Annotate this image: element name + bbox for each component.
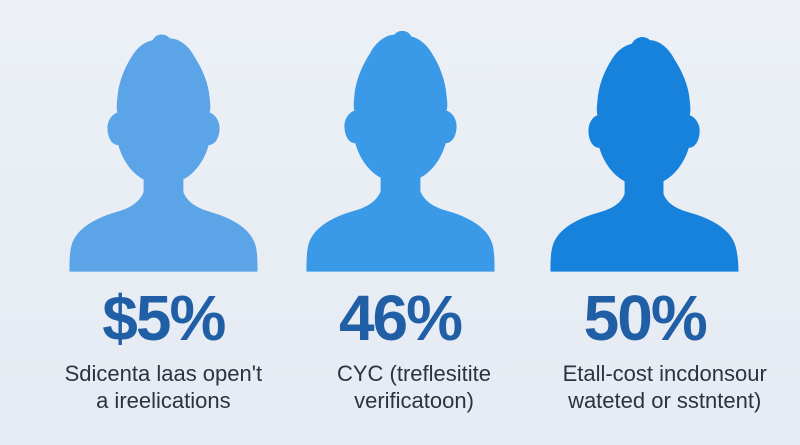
caption-line-1: Etall-cost incdonsour: [562, 361, 767, 386]
stat-column-1: $5% Sdicenta laas open't a ireelications: [30, 0, 297, 415]
caption-line-2: verificatoon): [354, 388, 474, 414]
person-silhouette-icon: [69, 34, 258, 272]
stat-value: $5%: [102, 282, 226, 354]
person-silhouette-icon: [305, 30, 495, 272]
stat-caption: Sdicenta laas open't a ireelications: [65, 360, 262, 415]
stat-value: 46%: [338, 282, 463, 354]
person-silhouette-icon: [550, 37, 739, 272]
caption-line-1: Sdicenta laas open't: [64, 361, 263, 386]
stat-column-3: 50% Etall-cost incdonsour wateted or sst…: [511, 0, 778, 415]
stat-caption: CYC (treflesitite verificatoon): [337, 360, 491, 415]
person-silhouette-path: [69, 34, 258, 272]
caption-line-1: CYC (treflesitite: [336, 361, 492, 386]
stat-caption: Etall-cost incdonsour wateted or sstnten…: [563, 360, 767, 415]
caption-line-2: a ireelications: [96, 388, 231, 414]
caption-line-2: wateted or sstntent): [568, 388, 762, 414]
person-silhouette-path: [305, 30, 495, 272]
person-silhouette-path: [550, 37, 739, 272]
stat-value: 50%: [583, 282, 708, 354]
stat-column-2: 46% CYC (treflesitite verificatoon): [267, 0, 534, 415]
